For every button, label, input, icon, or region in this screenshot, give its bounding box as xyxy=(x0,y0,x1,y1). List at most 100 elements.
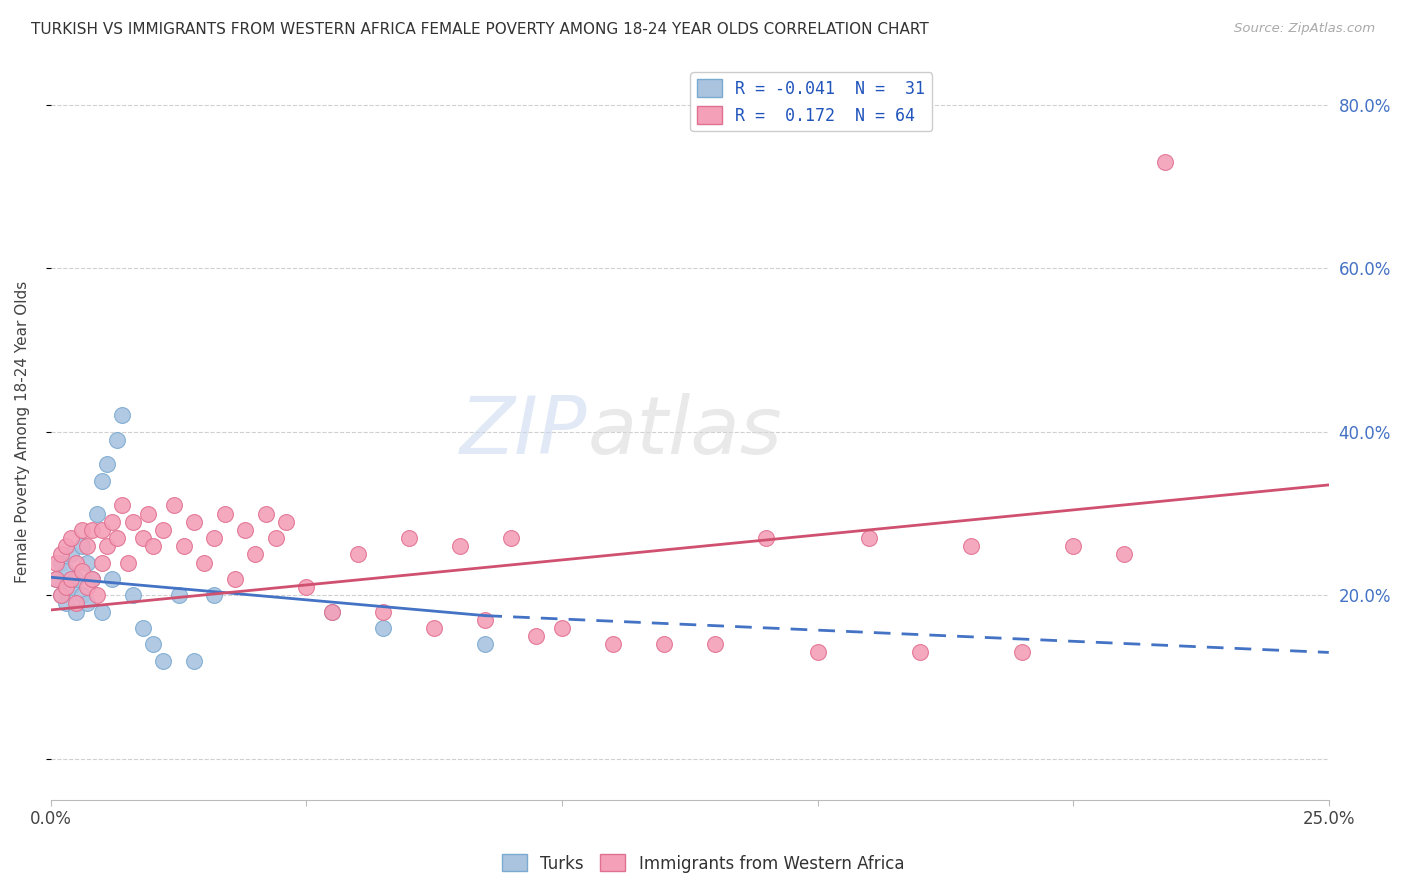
Point xyxy=(136,507,159,521)
Point xyxy=(142,539,165,553)
Point xyxy=(55,596,77,610)
Point xyxy=(49,588,72,602)
Point xyxy=(49,556,72,570)
Text: ZIP: ZIP xyxy=(460,392,588,471)
Point xyxy=(105,531,128,545)
Point xyxy=(60,531,83,545)
Point xyxy=(111,499,134,513)
Point xyxy=(76,556,98,570)
Point xyxy=(398,531,420,545)
Point xyxy=(65,572,87,586)
Point xyxy=(142,637,165,651)
Point xyxy=(96,458,118,472)
Point xyxy=(70,588,93,602)
Point xyxy=(908,645,931,659)
Point xyxy=(121,588,143,602)
Point xyxy=(755,531,778,545)
Point xyxy=(91,474,114,488)
Point xyxy=(1154,155,1177,169)
Point xyxy=(60,572,83,586)
Point xyxy=(652,637,675,651)
Point xyxy=(214,507,236,521)
Point xyxy=(1062,539,1084,553)
Point xyxy=(264,531,287,545)
Point xyxy=(96,539,118,553)
Point xyxy=(346,547,368,561)
Point xyxy=(183,654,205,668)
Legend: R = -0.041  N =  31, R =  0.172  N = 64: R = -0.041 N = 31, R = 0.172 N = 64 xyxy=(690,72,932,131)
Point xyxy=(132,531,155,545)
Point xyxy=(152,523,174,537)
Point xyxy=(45,572,67,586)
Point xyxy=(245,547,267,561)
Point xyxy=(80,523,103,537)
Point xyxy=(960,539,983,553)
Point xyxy=(167,588,190,602)
Point xyxy=(474,613,496,627)
Point xyxy=(423,621,446,635)
Point xyxy=(91,523,114,537)
Point xyxy=(111,409,134,423)
Point xyxy=(858,531,880,545)
Point xyxy=(70,564,93,578)
Point xyxy=(704,637,727,651)
Text: TURKISH VS IMMIGRANTS FROM WESTERN AFRICA FEMALE POVERTY AMONG 18-24 YEAR OLDS C: TURKISH VS IMMIGRANTS FROM WESTERN AFRIC… xyxy=(31,22,929,37)
Point xyxy=(101,515,124,529)
Point xyxy=(202,531,225,545)
Point xyxy=(526,629,548,643)
Point xyxy=(76,596,98,610)
Point xyxy=(55,539,77,553)
Point xyxy=(60,547,83,561)
Point xyxy=(807,645,830,659)
Point xyxy=(76,580,98,594)
Point xyxy=(371,605,394,619)
Point xyxy=(80,572,103,586)
Point xyxy=(86,588,108,602)
Point xyxy=(76,539,98,553)
Point xyxy=(55,564,77,578)
Point xyxy=(80,572,103,586)
Point xyxy=(602,637,624,651)
Point xyxy=(49,588,72,602)
Point xyxy=(254,507,277,521)
Point xyxy=(499,531,522,545)
Point xyxy=(233,523,256,537)
Point xyxy=(295,580,318,594)
Point xyxy=(551,621,574,635)
Point xyxy=(65,605,87,619)
Point xyxy=(55,580,77,594)
Y-axis label: Female Poverty Among 18-24 Year Olds: Female Poverty Among 18-24 Year Olds xyxy=(15,281,30,582)
Point xyxy=(173,539,195,553)
Point xyxy=(162,499,184,513)
Point xyxy=(60,580,83,594)
Point xyxy=(101,572,124,586)
Point xyxy=(1114,547,1136,561)
Point xyxy=(70,539,93,553)
Text: Source: ZipAtlas.com: Source: ZipAtlas.com xyxy=(1234,22,1375,36)
Point xyxy=(91,605,114,619)
Point xyxy=(321,605,343,619)
Point xyxy=(274,515,297,529)
Point xyxy=(86,507,108,521)
Point xyxy=(65,596,87,610)
Point xyxy=(91,556,114,570)
Point xyxy=(224,572,246,586)
Point xyxy=(449,539,471,553)
Text: atlas: atlas xyxy=(588,392,782,471)
Point xyxy=(183,515,205,529)
Legend: Turks, Immigrants from Western Africa: Turks, Immigrants from Western Africa xyxy=(495,847,911,880)
Point xyxy=(105,433,128,447)
Point xyxy=(121,515,143,529)
Point xyxy=(45,556,67,570)
Point xyxy=(193,556,215,570)
Point xyxy=(117,556,139,570)
Point xyxy=(45,572,67,586)
Point xyxy=(321,605,343,619)
Point xyxy=(132,621,155,635)
Point xyxy=(152,654,174,668)
Point xyxy=(1011,645,1033,659)
Point xyxy=(70,523,93,537)
Point xyxy=(474,637,496,651)
Point xyxy=(202,588,225,602)
Point xyxy=(371,621,394,635)
